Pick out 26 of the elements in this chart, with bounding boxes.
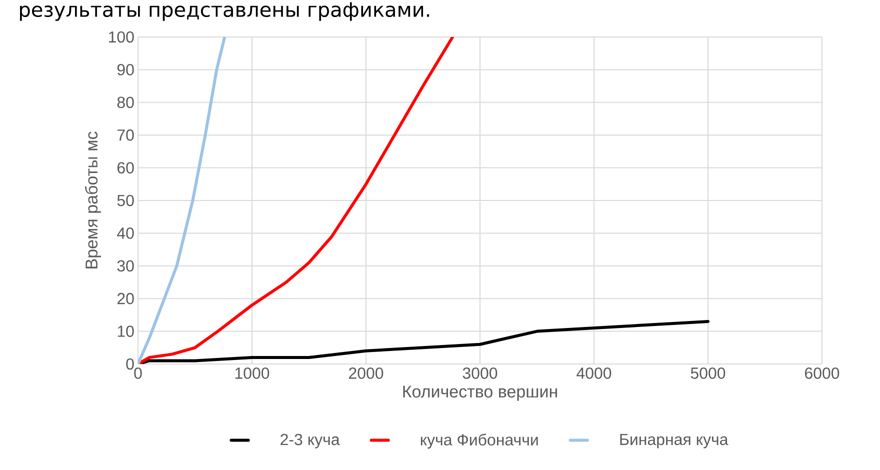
x-tick-label: 2000 — [349, 368, 384, 379]
line-series — [138, 36, 226, 364]
y-tick-label: 10 — [118, 326, 134, 337]
y-axis-title: Время работы мс — [84, 132, 101, 268]
y-tick-label: 60 — [117, 162, 134, 174]
y-tick-label: 90 — [117, 64, 134, 76]
legend-label: Бинарная куча — [620, 434, 728, 448]
y-tick-label: 100 — [109, 31, 134, 43]
y-tick-label: 50 — [117, 194, 134, 206]
x-axis-title: Количество вершин — [403, 386, 557, 401]
y-tick-label: 30 — [117, 260, 134, 272]
x-tick-label: 1000 — [235, 368, 270, 379]
x-tick-label: 6000 — [805, 368, 840, 379]
legend-label: куча Фибоначчи — [420, 434, 538, 449]
x-tick-label: 5000 — [690, 368, 726, 379]
y-tick-label: 20 — [117, 292, 134, 304]
y-tick-label: 70 — [117, 129, 134, 141]
text: результаты представлены графиками. — [20, 2, 430, 21]
x-tick-label: 4000 — [576, 368, 612, 379]
line-series — [138, 36, 454, 364]
x-tick-label: 0 — [134, 368, 142, 379]
y-tick-label: 80 — [117, 96, 134, 108]
y-tick-label: 40 — [117, 228, 134, 239]
x-tick-label: 3000 — [462, 368, 498, 379]
legend-label: 2-3 куча — [280, 434, 340, 448]
y-tick-label: 0 — [126, 358, 134, 370]
